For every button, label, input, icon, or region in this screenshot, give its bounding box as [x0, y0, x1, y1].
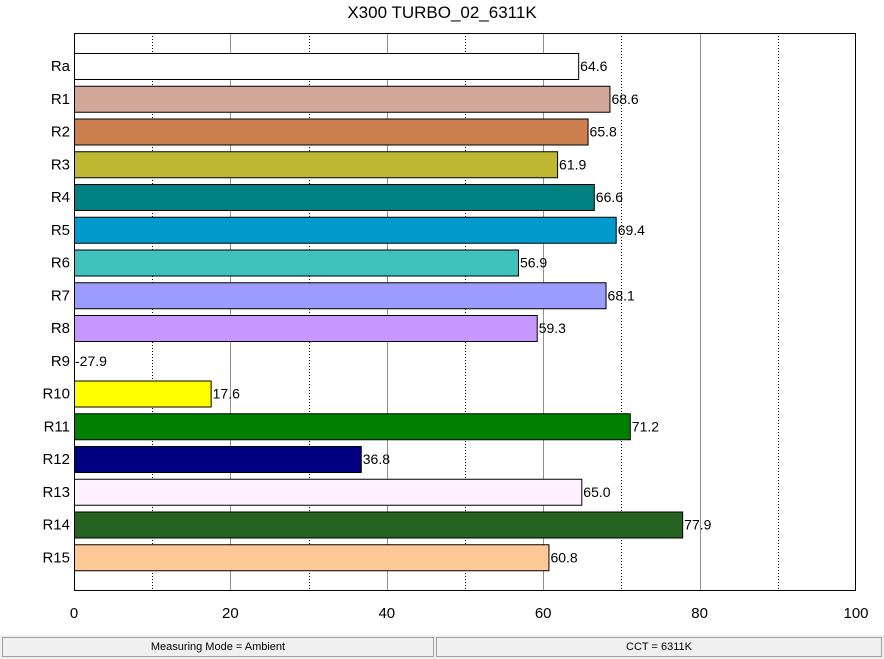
value-label-r13: 65.0 [583, 484, 610, 500]
value-label-ra: 64.6 [580, 58, 607, 74]
x-tick-label: 0 [70, 605, 78, 622]
status-bar: Measuring Mode = Ambient CCT = 6311K [0, 635, 884, 659]
bar-r2 [74, 118, 589, 146]
value-label-r6: 56.9 [520, 255, 547, 271]
category-label-r11: R11 [44, 418, 70, 435]
status-measuring-mode: Measuring Mode = Ambient [2, 637, 434, 657]
category-label-r13: R13 [42, 484, 70, 501]
bar-chart: Ra 64.6 R1 68.6 R2 65.8 R3 61.9 R4 66.6 R5 69.4 R6 56… [42, 33, 869, 622]
bar-r6 [74, 249, 519, 277]
category-label-r4: R4 [51, 189, 70, 206]
category-label-r9: R9 [51, 353, 70, 370]
category-label-r15: R15 [42, 549, 70, 566]
value-label-r14: 77.9 [684, 517, 711, 533]
category-label-r7: R7 [51, 287, 70, 304]
plot-frame [74, 33, 856, 591]
bar-r10 [74, 380, 212, 408]
x-tick-label: 60 [535, 605, 552, 622]
bar-r1 [74, 85, 611, 113]
x-tick-label: 40 [378, 605, 395, 622]
value-label-r7: 68.1 [608, 287, 635, 303]
bar-r8 [74, 315, 538, 342]
value-label-r1: 68.6 [611, 91, 638, 107]
bar-r5 [74, 216, 617, 244]
bar-r14 [74, 511, 684, 539]
value-label-r11: 71.2 [632, 418, 659, 434]
value-label-r15: 60.8 [550, 549, 577, 565]
value-label-r10: 17.6 [213, 386, 240, 402]
category-label-r1: R1 [51, 91, 70, 108]
bar-r11 [74, 413, 631, 441]
bar-r3 [74, 151, 559, 179]
category-label-ra: Ra [51, 58, 71, 75]
category-label-r2: R2 [51, 124, 70, 141]
x-tick-label: 80 [691, 605, 708, 622]
value-label-r2: 65.8 [590, 124, 617, 140]
value-label-r9: -27.9 [75, 353, 107, 369]
value-label-r8: 59.3 [539, 320, 566, 336]
category-label-r14: R14 [42, 517, 70, 534]
bar-ra [74, 53, 580, 80]
bar-r4 [74, 184, 595, 211]
category-label-r3: R3 [51, 156, 70, 173]
category-label-r8: R8 [51, 320, 70, 337]
category-label-r12: R12 [42, 451, 70, 468]
value-label-r4: 66.6 [596, 189, 623, 205]
bar-r7 [74, 282, 607, 310]
category-label-r6: R6 [51, 255, 70, 272]
chart-title: X300 TURBO_02_6311K [347, 3, 537, 22]
bar-r13 [74, 478, 583, 506]
value-label-r5: 69.4 [618, 222, 645, 238]
category-label-r10: R10 [42, 386, 70, 403]
category-label-r5: R5 [51, 222, 70, 239]
bar-r15 [74, 544, 550, 572]
bar-r12 [74, 446, 362, 473]
x-tick-label: 100 [843, 605, 868, 622]
x-tick-label: 20 [222, 605, 239, 622]
status-cct: CCT = 6311K [436, 637, 882, 657]
value-label-r3: 61.9 [559, 156, 586, 172]
value-label-r12: 36.8 [363, 451, 390, 467]
